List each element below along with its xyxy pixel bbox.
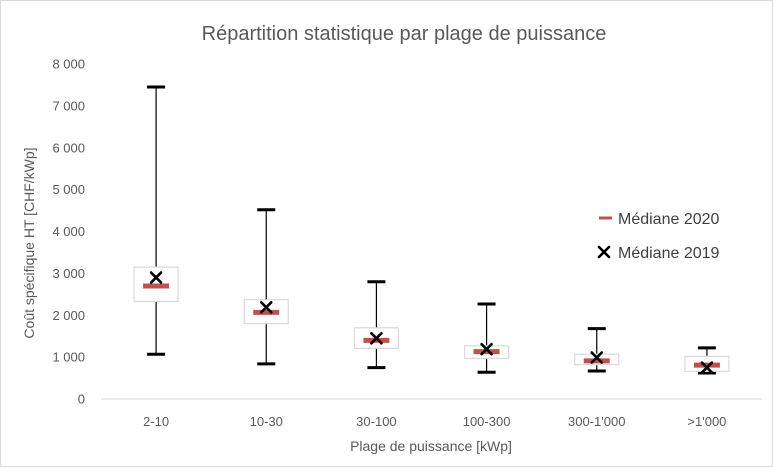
legend-median-2019-marker xyxy=(597,245,611,259)
y-tick-label: 0 xyxy=(78,392,85,407)
x-tick-label: >1'000 xyxy=(687,414,726,429)
y-tick-label: 4 000 xyxy=(52,224,85,239)
box-3 xyxy=(353,280,400,370)
median-2019-marker xyxy=(370,331,383,345)
x-axis-ticks: 2-10 10-30 30-100 100-300 300-1'000 >1'000 xyxy=(143,414,726,429)
median-2019-marker xyxy=(259,300,273,314)
median-2019-marker xyxy=(590,351,604,364)
chart-title: Répartition statistique par plage de pui… xyxy=(202,23,607,45)
y-axis-label: Coût spécifique HT [CHF/kWp] xyxy=(21,147,37,338)
y-tick-label: 7 000 xyxy=(52,98,85,113)
y-tick-label: 8 000 xyxy=(52,57,85,72)
x-tick-label: 10-30 xyxy=(250,414,283,429)
box-2 xyxy=(243,208,289,366)
y-tick-label: 3 000 xyxy=(52,266,85,281)
median-2019-marker xyxy=(480,342,493,356)
legend-median-2020-label: Médiane 2020 xyxy=(618,211,720,228)
box-4 xyxy=(463,302,510,374)
x-tick-label: 100-300 xyxy=(463,414,511,429)
x-tick-label: 30-100 xyxy=(356,414,396,429)
x-axis-label: Plage de puissance [kWp] xyxy=(350,438,512,454)
x-tick-label: 2-10 xyxy=(143,414,169,429)
y-axis-ticks: 0 1 000 2 000 3 000 4 000 5 000 6 000 7 000 8 00… xyxy=(52,57,85,407)
median-2019-marker xyxy=(149,271,163,284)
y-tick-label: 6 000 xyxy=(52,140,85,155)
box-group xyxy=(133,85,730,375)
legend: Médiane 2020 Médiane 2019 xyxy=(597,211,720,262)
median-2019-marker xyxy=(700,361,714,374)
box-5 xyxy=(574,327,620,373)
y-tick-label: 5 000 xyxy=(52,182,85,197)
y-tick-label: 1 000 xyxy=(52,350,85,365)
y-tick-label: 2 000 xyxy=(52,308,85,323)
box-1 xyxy=(133,85,179,356)
legend-median-2019-label: Médiane 2019 xyxy=(618,245,720,262)
x-tick-label: 300-1'000 xyxy=(568,414,625,429)
